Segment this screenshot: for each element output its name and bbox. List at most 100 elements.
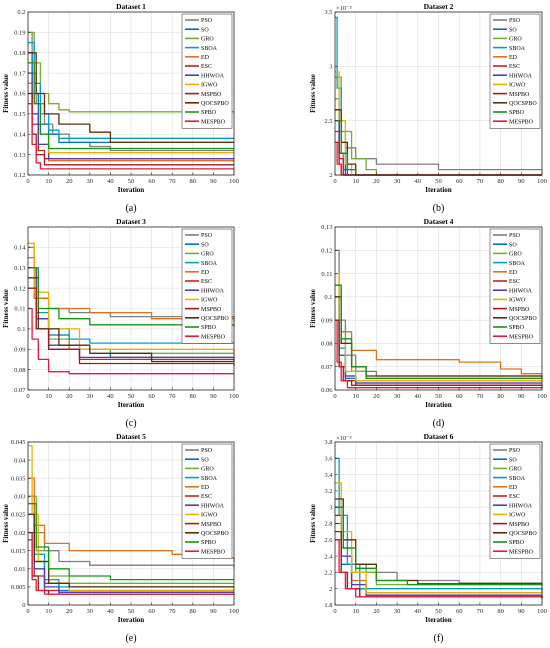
y-tick-label: 3.5 (324, 9, 332, 16)
x-tick-label: 90 (210, 608, 217, 615)
x-tick-label: 60 (456, 393, 463, 400)
y-axis-label: Fitness value (2, 74, 10, 113)
y-exponent-label: ×10⁻³ (336, 5, 352, 12)
legend-label-spbo: SPBO (201, 540, 217, 546)
x-tick-label: 20 (373, 608, 380, 615)
y-tick-label: 0.06 (321, 387, 333, 394)
y-axis-label: Fitness value (2, 504, 10, 543)
y-tick-label: 0.005 (11, 584, 26, 591)
chart-title: Dataset 1 (116, 2, 146, 11)
series-line-spbo (28, 62, 234, 150)
y-tick-label: 3.4 (324, 472, 333, 479)
y-tick-label: 3.6 (324, 456, 333, 463)
chart-title: Dataset 2 (424, 2, 454, 11)
legend-label-spbo: SPBO (509, 540, 525, 546)
legend-label-mespbo: MESPBO (201, 119, 226, 125)
x-tick-label: 20 (66, 393, 73, 400)
x-tick-label: 70 (477, 178, 484, 185)
legend-label-sboa: SBOA (201, 476, 218, 482)
x-tick-label: 30 (87, 608, 94, 615)
legend-label-mespbo: MESPBO (509, 334, 534, 340)
x-tick-label: 60 (148, 608, 155, 615)
x-tick-label: 10 (45, 178, 52, 185)
y-tick-label: 0.01 (14, 566, 25, 573)
legend-label-qocspbo: QOCSPBO (201, 101, 229, 107)
legend-label-esc: ESC (201, 494, 212, 500)
series-line-spbo (28, 502, 234, 581)
chart-title: Dataset 5 (116, 432, 146, 441)
series-line-qocspbo (28, 52, 234, 144)
legend-label-qocspbo: QOCSPBO (509, 101, 537, 107)
y-tick-label: 0.015 (11, 548, 26, 555)
series-line-mespbo (28, 307, 234, 375)
panel-2: 0 10 20 30 40 50 60 70 80 90 100 2 2.5 3 3.5 ×10⁻³ Datas… (309, 2, 547, 214)
x-tick-label: 70 (477, 608, 484, 615)
legend-label-mspbo: MSPBO (201, 522, 222, 528)
x-tick-label: 70 (477, 393, 484, 400)
legend-label-mspbo: MSPBO (509, 307, 530, 313)
y-tick-label: 0.045 (11, 439, 26, 446)
x-tick-label: 100 (537, 178, 547, 185)
y-tick-label: 0.2 (17, 9, 25, 16)
x-tick-label: 10 (352, 608, 359, 615)
legend-label-gro: GRO (201, 37, 214, 43)
legend-label-gro: GRO (201, 252, 214, 258)
x-tick-label: 100 (537, 393, 547, 400)
legend-label-mspbo: MSPBO (509, 522, 530, 528)
legend-label-pso: PSO (201, 18, 213, 24)
x-tick-label: 30 (394, 393, 401, 400)
x-tick-label: 100 (229, 393, 239, 400)
legend-label-pso: PSO (509, 233, 521, 239)
x-axis-label: Iteration (118, 616, 145, 624)
legend-label-esc: ESC (201, 64, 212, 70)
y-tick-label: 3.2 (324, 488, 332, 495)
legend-label-sboa: SBOA (509, 476, 526, 482)
x-tick-label: 40 (415, 393, 422, 400)
x-tick-label: 80 (497, 393, 504, 400)
legend-label-pso: PSO (509, 18, 521, 24)
legend-label-spbo: SPBO (509, 325, 525, 331)
legend-label-so: SO (509, 242, 517, 248)
x-axis-label: Iteration (425, 616, 452, 624)
y-tick-label: 1.8 (324, 602, 332, 609)
legend-label-so: SO (201, 242, 209, 248)
legend: PSO SO GRO SBOA ED ESC HHWOA IGWO MSPBO QOCSPBO SP… (489, 443, 541, 559)
y-tick-label: 0.17 (14, 70, 26, 77)
y-axis-label: Fitness value (2, 289, 10, 328)
panel-tag: (e) (125, 633, 136, 644)
x-tick-label: 90 (210, 393, 217, 400)
x-tick-label: 20 (66, 608, 73, 615)
panel-tag: (a) (125, 203, 136, 214)
chart-title: Dataset 3 (116, 217, 146, 226)
y-tick-label: 0.11 (321, 271, 332, 278)
series-line-hhwoa (28, 72, 234, 160)
legend-box (489, 228, 541, 344)
series-line-qocspbo (28, 513, 234, 588)
series-line-mespbo (335, 319, 542, 389)
series-line-ed (335, 296, 542, 375)
x-axis-label: Iteration (118, 401, 145, 409)
x-tick-label: 50 (128, 393, 135, 400)
legend-label-qocspbo: QOCSPBO (201, 531, 229, 537)
x-tick-label: 60 (148, 178, 155, 185)
series-line-mespbo (335, 539, 543, 599)
y-tick-label: 0.04 (14, 457, 26, 464)
x-tick-label: 20 (66, 178, 73, 185)
y-tick-label: 0.1 (17, 326, 25, 333)
legend-label-pso: PSO (509, 448, 521, 454)
x-tick-label: 80 (190, 608, 197, 615)
x-tick-label: 10 (45, 608, 52, 615)
y-tick-label: 3 (329, 64, 332, 71)
legend-label-igwo: IGWO (201, 298, 218, 304)
x-tick-label: 50 (435, 178, 442, 185)
series-line-spbo (335, 284, 542, 380)
panel-3: 0 10 20 30 40 50 60 70 80 90 100 0.07 0.08 0.09 0.1 0.1… (2, 217, 239, 429)
legend-label-mspbo: MSPBO (201, 307, 222, 313)
chart-title: Dataset 6 (424, 432, 454, 441)
x-tick-label: 10 (45, 393, 52, 400)
y-tick-label: 0.03 (14, 494, 25, 501)
legend-label-pso: PSO (201, 448, 213, 454)
legend-label-mespbo: MESPBO (201, 334, 226, 340)
x-tick-label: 40 (107, 393, 114, 400)
legend-box (489, 13, 541, 129)
